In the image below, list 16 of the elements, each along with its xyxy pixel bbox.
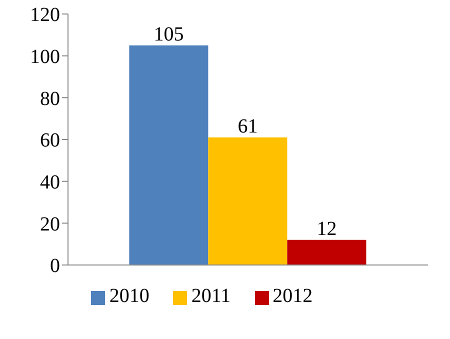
legend-label: 2010 — [109, 285, 150, 307]
data-label: 105 — [154, 23, 184, 46]
data-label: 12 — [316, 218, 337, 240]
y-tick-label: 80 — [40, 88, 60, 110]
y-tick-label: 40 — [40, 171, 60, 194]
legend-label: 2012 — [272, 285, 313, 307]
y-tick-label: 100 — [30, 46, 60, 68]
bar — [287, 240, 366, 265]
y-tick-label: 60 — [40, 130, 60, 152]
y-tick-label: 0 — [50, 255, 60, 278]
y-tick-label: 120 — [30, 4, 60, 26]
bar — [129, 45, 208, 265]
legend-label: 2011 — [191, 285, 231, 307]
y-tick-label: 20 — [40, 213, 60, 236]
data-label: 61 — [238, 115, 258, 138]
bar — [208, 137, 288, 265]
